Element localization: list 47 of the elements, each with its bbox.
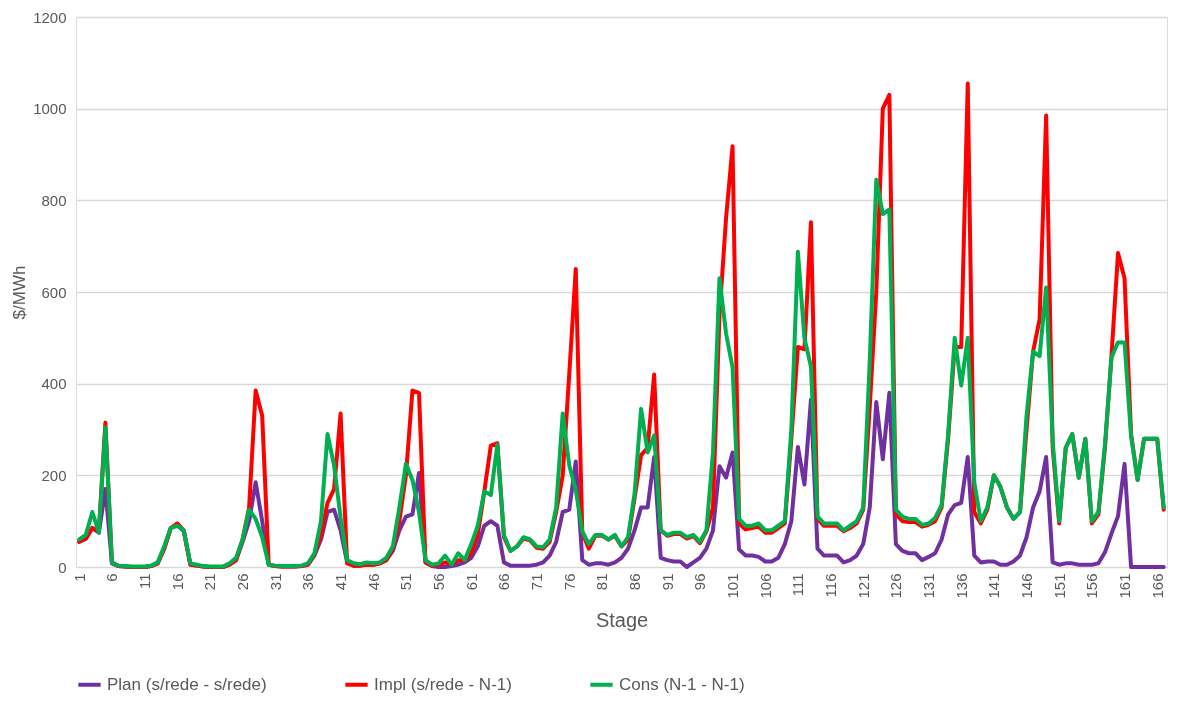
legend-label: Cons (N-1 - N-1) [619,674,745,694]
y-tick-label: 0 [58,558,67,576]
x-tick-label: 126 [887,573,905,599]
x-tick-label: 111 [789,573,807,597]
x-tick-label: 11 [136,573,154,590]
y-tick-label: 800 [41,191,67,209]
legend-label: Impl (s/rede - N-1) [374,674,512,694]
x-tick-label: 161 [1116,573,1134,599]
x-tick-label: 41 [332,573,350,591]
x-tick-label: 51 [397,573,415,591]
x-tick-label: 56 [430,573,448,591]
x-tick-label: 46 [364,573,382,591]
x-tick-label: 86 [626,573,644,591]
x-tick-label: 16 [168,573,186,591]
y-tick-label: 1200 [33,8,67,26]
x-tick-label: 136 [952,573,970,599]
y-tick-label: 200 [41,466,67,484]
x-tick-label: 21 [201,573,219,591]
x-tick-label: 101 [724,573,742,599]
legend-label: Plan (s/rede - s/rede) [107,674,267,694]
x-tick-label: 116 [822,573,840,598]
x-tick-label: 31 [266,573,284,591]
x-tick-label: 91 [658,573,676,591]
x-tick-label: 156 [1083,573,1101,599]
x-tick-label: 66 [495,573,513,591]
x-tick-label: 166 [1148,573,1166,599]
x-tick-label: 146 [1018,573,1036,599]
x-tick-label: 71 [528,573,546,591]
x-tick-label: 61 [462,573,480,591]
line-series [77,177,1166,569]
y-tick-label: 400 [41,375,67,393]
y-tick-label: 1000 [33,100,67,118]
x-axis-title: Stage [595,608,649,631]
x-tick-label: 121 [854,573,872,599]
x-tick-label: 96 [691,573,709,591]
x-tick-label: 81 [593,573,611,591]
x-tick-label: 26 [234,573,252,591]
x-tick-label: 131 [920,573,938,599]
x-tick-label: 36 [299,573,317,591]
y-tick-label: 600 [41,283,67,301]
x-tick-label: 151 [1050,573,1068,599]
x-tick-label: 6 [103,573,121,582]
y-axis-title: $/MWh [10,265,30,320]
x-tick-label: 106 [756,573,774,599]
x-tick-label: 1 [70,573,88,582]
x-tick-label: 76 [560,573,578,591]
x-tick-label: 141 [985,573,1003,599]
